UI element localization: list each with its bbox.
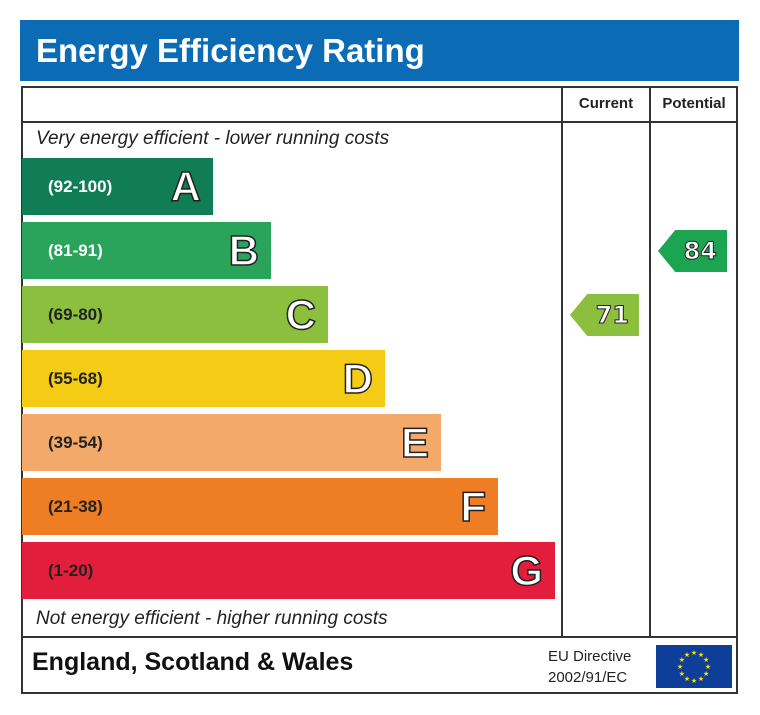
region-label: England, Scotland & Wales xyxy=(32,648,354,676)
flag-star: ★ xyxy=(703,670,709,678)
eu-flag-icon: ★ ★★★★★★★★★★★ xyxy=(656,645,732,688)
band-range: (1-20) xyxy=(48,561,94,580)
band-bar-c: (69-80) C xyxy=(22,286,328,343)
current-column-header: Current xyxy=(578,95,634,112)
flag-star: ★ xyxy=(684,675,690,683)
flag-star: ★ xyxy=(691,677,697,685)
band-bar-b: (81-91) B xyxy=(22,222,271,279)
current-rating-arrow: 71 xyxy=(570,294,639,336)
flag-star: ★ xyxy=(691,649,697,657)
band-bar-e: (39-54) E xyxy=(22,414,441,471)
potential-rating-value: 84 xyxy=(683,237,717,266)
current-column-divider xyxy=(561,86,563,637)
flag-star: ★ xyxy=(679,656,685,664)
flag-star: ★ xyxy=(679,670,685,678)
band-letter: D xyxy=(342,354,374,403)
potential-rating-arrow: 84 xyxy=(658,230,727,272)
directive-line1: EU Directive xyxy=(548,648,632,665)
flag-star: ★ xyxy=(698,651,704,659)
flag-star: ★ xyxy=(677,663,683,671)
band-letter: A xyxy=(170,162,202,211)
band-bar-d: (55-68) D xyxy=(22,350,385,407)
band-bar-a: (92-100) A xyxy=(22,158,213,215)
band-bar-f: (21-38) F xyxy=(22,478,498,535)
current-rating-value: 71 xyxy=(595,301,629,330)
band-range: (39-54) xyxy=(48,433,103,452)
flag-star: ★ xyxy=(698,675,704,683)
potential-column-header: Potential xyxy=(662,95,726,112)
footer-divider xyxy=(21,636,738,638)
bottom-note: Not energy efficient - higher running co… xyxy=(36,608,388,629)
header-divider xyxy=(21,121,738,123)
band-range: (55-68) xyxy=(48,369,103,388)
flag-star: ★ xyxy=(705,663,711,671)
potential-column-divider xyxy=(649,86,651,637)
flag-star: ★ xyxy=(703,656,709,664)
band-letter: G xyxy=(510,546,544,595)
band-letter: C xyxy=(285,290,317,339)
top-note: Very energy efficient - lower running co… xyxy=(36,128,390,149)
directive-line2: 2002/91/EC xyxy=(548,669,628,686)
flag-star: ★ xyxy=(684,651,690,659)
band-letter: B xyxy=(228,226,260,275)
band-range: (81-91) xyxy=(48,241,103,260)
band-letter: E xyxy=(400,418,430,467)
band-range: (92-100) xyxy=(48,177,113,196)
band-range: (69-80) xyxy=(48,305,103,324)
band-letter: F xyxy=(460,482,487,531)
band-range: (21-38) xyxy=(48,497,103,516)
chart-title: Energy Efficiency Rating xyxy=(20,20,739,81)
band-bar-g: (1-20) G xyxy=(22,542,555,599)
